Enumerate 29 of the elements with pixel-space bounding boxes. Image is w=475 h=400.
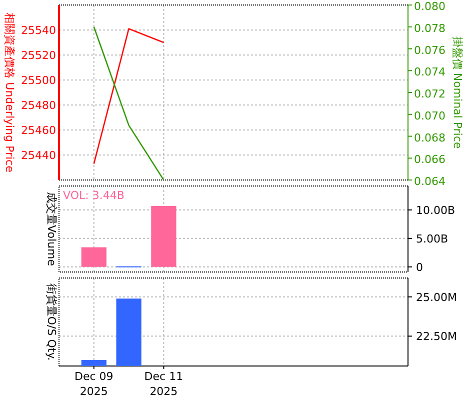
- y-tick-label: 25.00M: [416, 290, 457, 304]
- x-tick-label: Dec 11 2025: [144, 370, 184, 398]
- bar: [81, 247, 106, 267]
- y-axis-title: 相關資產價格 Underlying Price: [3, 12, 16, 173]
- bar: [151, 206, 176, 267]
- y-tick-label: 25440: [21, 149, 56, 162]
- y-tick-label: 22.50M: [416, 330, 457, 344]
- y-tick-label: 25480: [21, 99, 56, 112]
- annotation: VOL: 3.44B: [63, 189, 124, 202]
- y2-tick-label: 0.066: [414, 153, 446, 166]
- y2-tick-label: 0.070: [414, 109, 446, 122]
- y-tick-label: 25460: [21, 124, 56, 137]
- y2-tick-label: 0.078: [414, 22, 446, 35]
- y2-tick-label: 0.064: [414, 175, 446, 188]
- y-tick-label: 25520: [21, 49, 56, 62]
- y-tick-label: 0: [416, 260, 423, 274]
- y2-tick-label: 0.068: [414, 131, 446, 144]
- y2-tick-label: 0.076: [414, 44, 446, 57]
- y-axis-title: 街貨量O/S Qty.: [45, 283, 58, 361]
- y2-tick-label: 0.072: [414, 88, 446, 100]
- y-tick-label: 5.00B: [416, 232, 448, 246]
- y-tick-label: 10.00B: [416, 204, 456, 217]
- y2-axis-title: 掛盤價 Nominal Price: [451, 36, 464, 149]
- x-tick-label: Dec 09 2025: [74, 370, 114, 398]
- y2-tick-label: 0.080: [414, 0, 446, 13]
- y-tick-label: 25540: [21, 24, 56, 37]
- y2-tick-label: 0.074: [414, 66, 446, 79]
- y-tick-label: 25500: [21, 74, 56, 87]
- y-axis-title: 成交量Volume: [45, 192, 58, 266]
